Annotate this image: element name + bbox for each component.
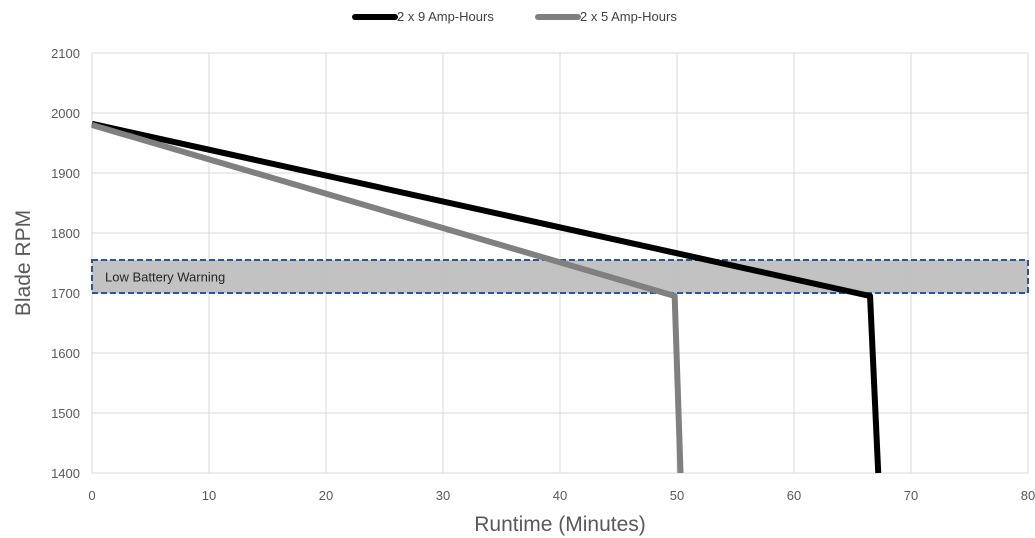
x-tick-label: 80 xyxy=(1021,488,1035,503)
x-tick-label: 30 xyxy=(436,488,450,503)
x-tick-label: 10 xyxy=(202,488,216,503)
x-tick-label: 50 xyxy=(670,488,684,503)
y-tick-label: 1700 xyxy=(51,286,80,301)
y-tick-label: 1900 xyxy=(51,166,80,181)
legend: 2 x 9 Amp-Hours 2 x 5 Amp-Hours xyxy=(352,9,677,24)
x-tick-label: 20 xyxy=(319,488,333,503)
x-tick-label: 60 xyxy=(787,488,801,503)
y-tick-label: 1400 xyxy=(51,466,80,481)
series-line-9ah xyxy=(91,120,882,474)
x-tick-label: 0 xyxy=(88,488,95,503)
low-battery-band-rect xyxy=(91,259,1029,294)
legend-label: 2 x 5 Amp-Hours xyxy=(580,9,677,24)
y-tick-label: 1800 xyxy=(51,226,80,241)
y-tick-label: 2100 xyxy=(51,46,80,61)
y-tick-labels: 1400 1500 1600 1700 1800 1900 2000 2100 xyxy=(51,46,80,481)
x-tick-label: 40 xyxy=(553,488,567,503)
y-axis-title: Blade RPM xyxy=(12,210,35,316)
series-lines xyxy=(91,120,882,474)
legend-label: 2 x 9 Amp-Hours xyxy=(397,9,494,24)
low-battery-band: Low Battery Warning xyxy=(91,259,1029,294)
low-battery-band-label: Low Battery Warning xyxy=(105,270,225,285)
series-line-5ah xyxy=(91,122,684,474)
x-tick-label: 70 xyxy=(904,488,918,503)
y-tick-label: 1600 xyxy=(51,346,80,361)
x-tick-labels: 0 10 20 30 40 50 60 70 80 xyxy=(88,488,1035,503)
x-axis-title: Runtime (Minutes) xyxy=(474,513,646,536)
y-tick-label: 1500 xyxy=(51,406,80,421)
y-tick-label: 2000 xyxy=(51,106,80,121)
